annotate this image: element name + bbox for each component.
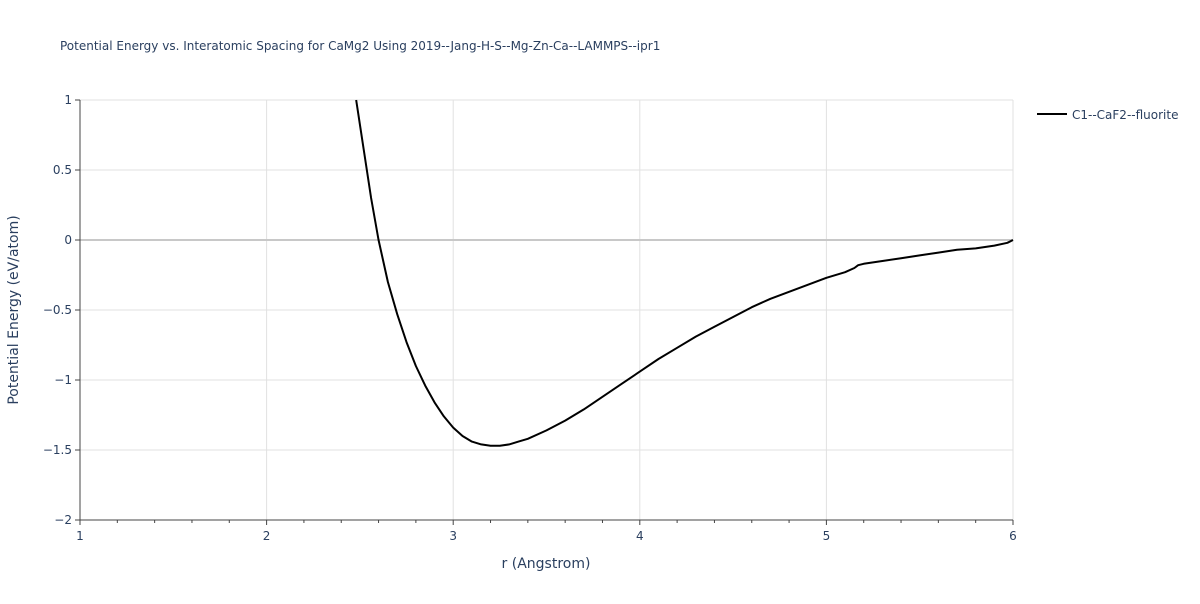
y-tick-label: −0.5: [43, 303, 72, 317]
x-tick-label: 4: [636, 529, 644, 543]
y-tick-label: 1: [64, 93, 72, 107]
series-line-0[interactable]: [355, 99, 1014, 447]
axis-layer: [75, 99, 1014, 525]
x-tick-label: 6: [1009, 529, 1017, 543]
x-axis-title: r (Angstrom): [502, 556, 591, 572]
tick-label-layer: 1 2 3 4 5 6 1 0.5 0 −0.5 −1 −1.5 −2: [43, 93, 1017, 543]
chart-title: Potential Energy vs. Interatomic Spacing…: [60, 39, 660, 53]
y-tick-label: −1.5: [43, 443, 72, 457]
y-tick-label: −2: [54, 513, 72, 527]
x-tick-label: 5: [823, 529, 831, 543]
grid-layer: [80, 99, 1014, 520]
series-layer: [355, 99, 1014, 447]
y-tick-label: 0: [64, 233, 72, 247]
legend[interactable]: C1--CaF2--fluorite: [1037, 108, 1178, 122]
y-axis-title: Potential Energy (eV/atom): [6, 215, 22, 404]
y-tick-label: −1: [54, 373, 72, 387]
legend-label: C1--CaF2--fluorite: [1072, 108, 1178, 122]
y-tick-label: 0.5: [53, 163, 72, 177]
x-tick-label: 1: [76, 529, 84, 543]
x-tick-label: 3: [449, 529, 457, 543]
x-tick-label: 2: [263, 529, 271, 543]
